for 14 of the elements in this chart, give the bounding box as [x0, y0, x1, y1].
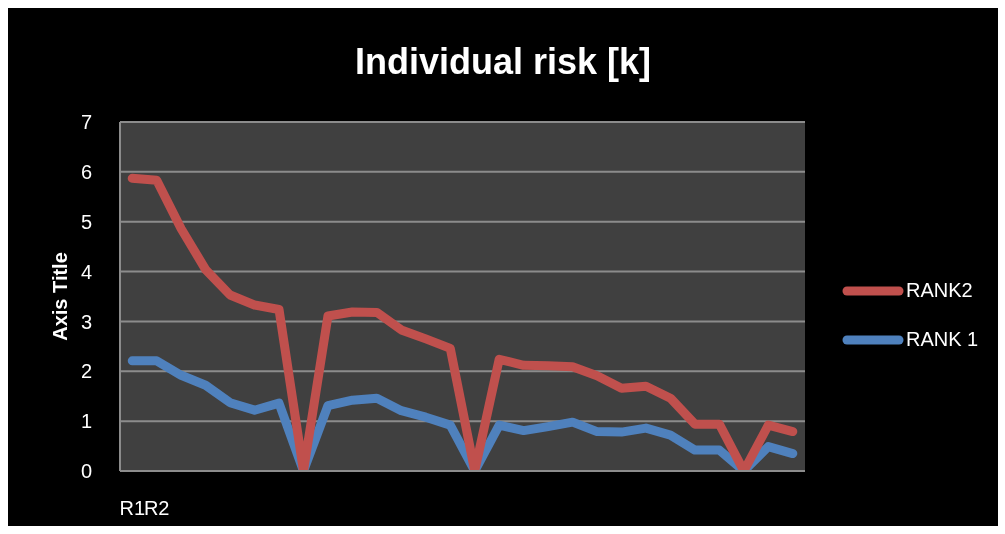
y-tick-label: 7	[80, 111, 92, 134]
y-tick-label: 4	[80, 260, 92, 283]
y-tick-label: 0	[80, 460, 92, 483]
y-tick-label: 1	[80, 410, 92, 433]
legend-label: RANK2	[906, 279, 973, 302]
x-tick-label: R2	[143, 497, 170, 520]
legend-label: RANK 1	[906, 328, 979, 351]
y-tick-label: 5	[80, 210, 92, 233]
chart-title: Individual risk [k]	[353, 40, 653, 84]
y-tick-label: 3	[80, 310, 92, 333]
x-tick-label: R1	[119, 497, 146, 520]
y-tick-label: 2	[80, 360, 92, 383]
y-axis-title: Axis Title	[49, 252, 71, 341]
y-tick-label: 6	[80, 160, 92, 183]
